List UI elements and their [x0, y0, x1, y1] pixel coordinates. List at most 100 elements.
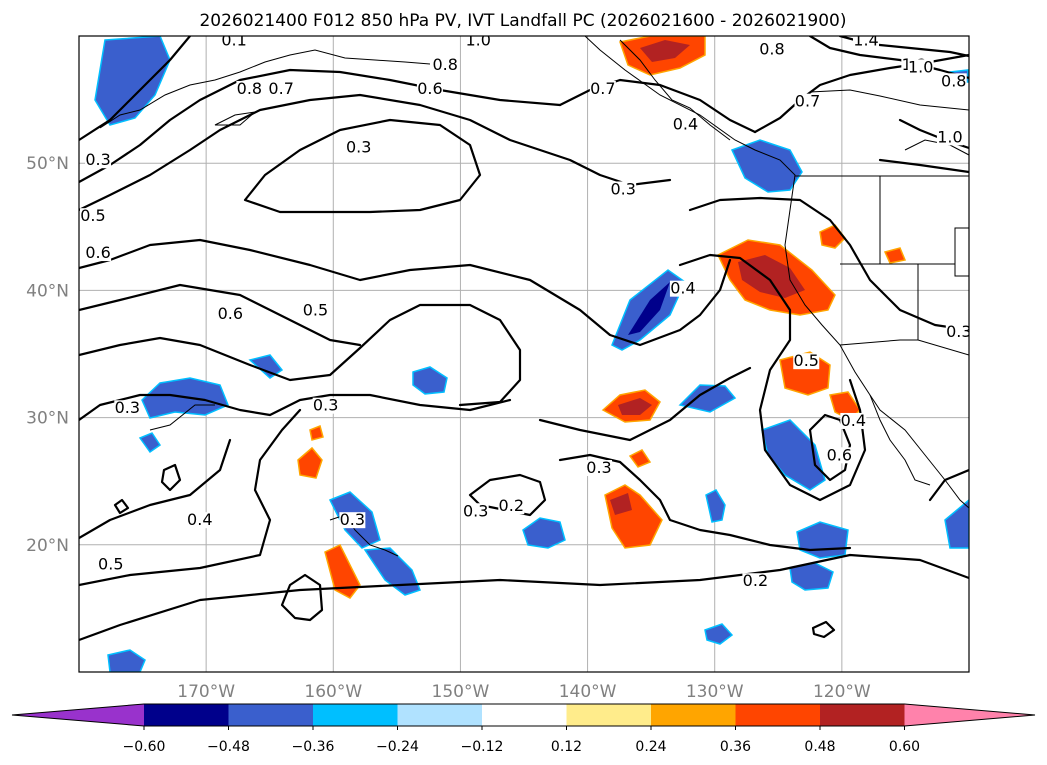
colorbar-segment [144, 704, 229, 726]
neg-pv-small-1 [522, 517, 566, 549]
positive-pv-shading [297, 36, 907, 599]
contour-label-bg [217, 306, 244, 323]
contour-label: 0.4 [673, 115, 698, 134]
contour-label: 0.8 [432, 55, 457, 74]
colorbar-segment [313, 704, 398, 726]
neg-pv-small-6 [138, 432, 162, 454]
colorbar-tick-label: 0.12 [551, 739, 582, 755]
contour-label: 0.2 [499, 496, 524, 515]
contour-label-bg [432, 56, 459, 73]
colorbar-tick-label: −0.12 [461, 739, 504, 755]
map-title: 2026021400 F012 850 hPa PV, IVT Landfall… [199, 11, 846, 31]
contour-label: 0.5 [98, 555, 123, 574]
contour-label-bg [416, 80, 443, 97]
longitude-tick-labels: 170°W 160°W 150°W 140°W 130°W 120°W [177, 682, 871, 702]
contour-label-bg [589, 80, 616, 97]
lat-tick-label: 40°N [26, 281, 69, 301]
neg-pv-small-5 [107, 649, 146, 672]
pos-pv-small-b [297, 446, 323, 479]
contour-label: 0.6 [827, 445, 852, 464]
contour-label-bg [236, 80, 263, 97]
colorbar-tick-label: 0.36 [720, 739, 751, 755]
contour-labels: 0.11.00.80.80.70.60.70.81.41.21.00.81.00… [79, 31, 971, 590]
contour-label-bg [462, 503, 489, 520]
contour-label: 0.4 [670, 279, 695, 298]
colorbar-segment [228, 704, 314, 726]
pos-pv-small-c [324, 544, 361, 599]
contour-label-bg [840, 412, 867, 429]
colorbar-segment [820, 704, 905, 726]
pos-pv-south-core [610, 493, 632, 515]
map-frame [78, 35, 970, 673]
contour-label: 0.3 [85, 150, 110, 169]
colorbar-tick-label: −0.36 [292, 739, 335, 755]
contour-label-bg [85, 152, 112, 169]
contour-label-bg [907, 59, 934, 76]
coastlines [99, 36, 969, 557]
colorbar-segment [482, 704, 567, 726]
contour-label-bg [186, 512, 213, 529]
contour-label: 0.4 [187, 510, 212, 529]
colorbar-segment [397, 704, 483, 726]
colorbar-tick-label: 0.24 [635, 739, 666, 755]
colorbar-extend-max [904, 704, 1035, 726]
colorbar-tick-label: 0.60 [889, 739, 920, 755]
neg-pv-east-band [678, 384, 737, 413]
contour-label: 0.7 [268, 79, 293, 98]
contour-label: 0.3 [586, 458, 611, 477]
lon-tick-label: 140°W [559, 682, 617, 702]
colorbar-tick-label: 0.48 [804, 739, 835, 755]
contour-label-bg [610, 181, 637, 198]
contour-label: 0.7 [590, 79, 615, 98]
contour-label: 0.7 [795, 92, 820, 111]
contour-label-bg [465, 36, 492, 49]
latitude-tick-labels: 20°N 30°N 40°N 50°N [26, 154, 69, 556]
contour-label: 0.5 [794, 351, 819, 370]
contour-label: 0.8 [237, 79, 262, 98]
contour-label: 0.3 [463, 501, 488, 520]
contour-label: 0.2 [743, 571, 768, 590]
map-area: 0.11.00.80.80.70.60.70.81.41.21.00.81.00… [79, 31, 971, 672]
contour-label-bg [758, 41, 785, 58]
contour-label: 0.5 [303, 300, 328, 319]
contour-label-bg [345, 139, 372, 156]
contour-label: 0.3 [946, 322, 971, 341]
contour-label: 1.0 [466, 31, 491, 50]
contour-label-bg [339, 512, 366, 529]
contour-label-bg [793, 353, 820, 370]
contour-label-bg [672, 116, 699, 133]
contour-label-bg [945, 323, 969, 340]
contour-label-bg [312, 397, 339, 414]
lon-tick-label: 150°W [432, 682, 490, 702]
colorbar-segment [566, 704, 652, 726]
neg-pv-bc-coast [730, 139, 803, 193]
lon-tick-label: 160°W [304, 682, 362, 702]
colorbar-tick-labels: −0.60 −0.48 −0.36 −0.24 −0.12 0.12 0.24 0.36 0.4… [123, 726, 920, 755]
contour-label: 0.5 [80, 206, 105, 225]
contour-label-bg [936, 129, 963, 146]
pos-pv-pacific-nw-core [738, 255, 805, 298]
contour-label-bg [826, 447, 853, 464]
contour-label: 0.3 [610, 179, 635, 198]
contour-label-bg [268, 80, 295, 97]
contour-label: 0.3 [313, 396, 338, 415]
contour-label: 0.3 [340, 510, 365, 529]
contour-label-bg [79, 208, 106, 225]
contour-label: 0.6 [417, 79, 442, 98]
lat-tick-label: 50°N [26, 154, 69, 174]
colorbar-segment [651, 704, 736, 726]
colorbar-segment [735, 704, 821, 726]
pos-pv-small-e [883, 247, 907, 264]
pos-pv-small-f [309, 424, 324, 441]
lon-tick-label: 130°W [686, 682, 744, 702]
contour-label-bg [85, 245, 112, 262]
contour-label-bg [794, 93, 821, 110]
contour-label-bg [498, 498, 525, 515]
contour-label-bg [940, 73, 967, 90]
colorbar-tick-label: −0.60 [123, 739, 166, 755]
contour-label: 0.8 [941, 71, 966, 90]
neg-pv-alaska-peninsula [94, 36, 171, 126]
lat-tick-label: 30°N [26, 409, 69, 429]
contour-label: 0.6 [218, 304, 243, 323]
